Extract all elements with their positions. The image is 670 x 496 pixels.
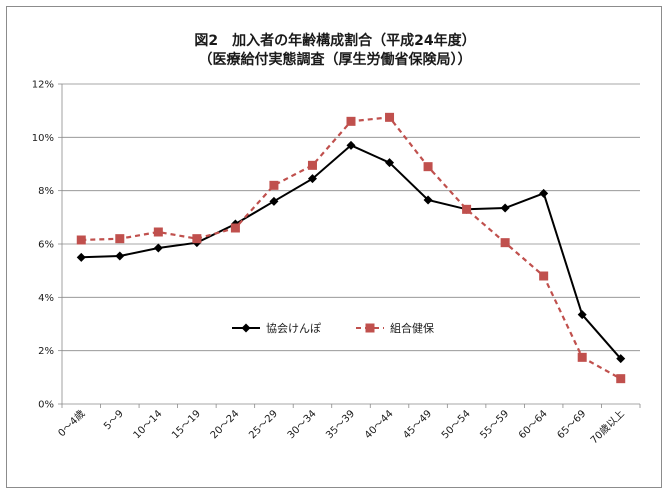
legend-label: 協会けんぽ bbox=[266, 322, 321, 335]
data-point bbox=[241, 323, 251, 333]
data-point bbox=[269, 180, 279, 190]
x-tick-label: 50～54 bbox=[440, 408, 473, 441]
x-tick-label: 25～29 bbox=[247, 408, 280, 441]
data-point bbox=[423, 162, 433, 172]
data-point bbox=[115, 234, 125, 244]
chart-subtitle: （医療給付実態調査（厚生労働省保険局）） bbox=[199, 51, 472, 68]
data-point bbox=[365, 323, 375, 333]
y-tick-label: 4% bbox=[38, 293, 54, 304]
x-tick-label: 5～9 bbox=[102, 408, 126, 432]
data-point bbox=[500, 238, 510, 248]
data-point bbox=[153, 243, 163, 253]
x-tick-label: 0～4歳 bbox=[56, 408, 88, 440]
data-point bbox=[307, 174, 317, 184]
data-point bbox=[539, 271, 549, 281]
x-tick-label: 40～44 bbox=[363, 408, 396, 441]
x-tick-label: 55～59 bbox=[478, 408, 511, 441]
data-point bbox=[500, 203, 510, 213]
x-tick-label: 70歳以上 bbox=[588, 408, 627, 447]
data-point bbox=[346, 140, 356, 150]
y-tick-label: 12% bbox=[32, 80, 54, 91]
x-tick-label: 10～14 bbox=[132, 408, 165, 441]
data-point bbox=[385, 158, 395, 168]
x-tick-label: 65～69 bbox=[555, 408, 588, 441]
data-point bbox=[616, 374, 626, 384]
x-tick-label: 30～34 bbox=[286, 408, 319, 441]
x-tick-label: 15～19 bbox=[170, 408, 203, 441]
data-point bbox=[616, 354, 626, 364]
y-tick-label: 0% bbox=[38, 400, 54, 411]
data-point bbox=[423, 195, 433, 205]
data-point bbox=[230, 223, 240, 233]
y-tick-labels: 0% 2% 4% 6% 8% 10% 12% bbox=[32, 80, 54, 411]
x-tick-label: 45～49 bbox=[401, 408, 434, 441]
y-tick-label: 2% bbox=[38, 346, 54, 357]
chart-title: 図2 加入者の年齢構成割合（平成24年度） bbox=[194, 32, 475, 49]
x-tick-label: 20～24 bbox=[209, 408, 242, 441]
x-tick-labels: 0～4歳 5～9 10～14 15～19 20～24 25～29 30～34 35～39 40～… bbox=[56, 408, 627, 447]
data-point bbox=[115, 251, 125, 261]
y-tick-label: 6% bbox=[38, 240, 54, 251]
x-tick-label: 60～64 bbox=[517, 408, 550, 441]
data-point bbox=[346, 116, 356, 126]
data-point bbox=[577, 352, 587, 362]
chart-frame bbox=[6, 6, 662, 488]
data-point bbox=[539, 188, 549, 198]
data-point bbox=[385, 112, 395, 122]
data-point bbox=[269, 196, 279, 206]
data-point bbox=[577, 310, 587, 320]
legend-label: 組合健保 bbox=[390, 321, 434, 335]
data-point bbox=[192, 234, 202, 244]
data-point bbox=[76, 252, 86, 262]
data-point bbox=[462, 204, 472, 214]
x-tick-label: 35～39 bbox=[324, 408, 357, 441]
data-point bbox=[76, 235, 86, 245]
data-point bbox=[307, 160, 317, 170]
data-point bbox=[153, 227, 163, 237]
legend: 協会けんぽ 組合健保 bbox=[232, 321, 434, 335]
series-group bbox=[76, 112, 626, 384]
axes bbox=[58, 83, 641, 408]
series-line bbox=[81, 144, 622, 360]
y-tick-label: 10% bbox=[32, 133, 54, 144]
y-tick-label: 8% bbox=[38, 186, 54, 197]
